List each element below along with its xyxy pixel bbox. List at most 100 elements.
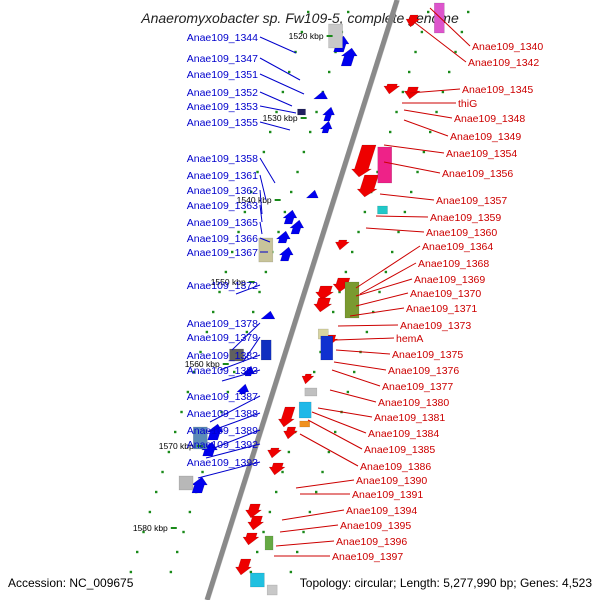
strand-tick [313, 370, 316, 374]
reverse-gene-arrow [277, 406, 296, 428]
reverse-gene-label: thiG [458, 98, 477, 110]
label-connector [383, 161, 441, 174]
forward-gene-label: Anae109_1389 [187, 425, 258, 437]
strand-tick [174, 430, 177, 434]
strand-tick [372, 310, 375, 314]
strand-tick [252, 310, 255, 314]
label-connector [259, 36, 297, 54]
forward-gene-arrow [305, 189, 319, 199]
reverse-gene-arrow [247, 515, 265, 531]
reverse-gene-labels: Anae109_1340 Anae109_1342 Anae109_1345 thiG… [274, 7, 543, 563]
reverse-gene-block [299, 420, 310, 428]
strand-tick [148, 510, 152, 514]
forward-gene-arrow [340, 47, 358, 67]
strand-tick [363, 210, 367, 214]
strand-tick [182, 530, 185, 534]
reverse-gene-label: Anae109_1369 [414, 274, 485, 286]
reverse-gene-label: Anae109_1395 [340, 520, 411, 532]
label-connector [335, 349, 391, 355]
forward-gene-arrow [321, 106, 335, 122]
strand-tick [277, 230, 280, 234]
reverse-gene-label: Anae109_1373 [400, 320, 471, 332]
strand-tick [281, 90, 285, 94]
strand-tick [193, 370, 196, 374]
reverse-gene-block [377, 205, 388, 215]
strand-tick [397, 230, 400, 234]
strand-tick [281, 470, 284, 474]
map-title: Anaeromyxobacter sp. Fw109-5, complete g… [140, 10, 459, 26]
strand-tick [384, 270, 388, 274]
strand-tick [315, 110, 318, 114]
forward-gene-arrow [278, 246, 294, 262]
strand-tick [300, 30, 304, 34]
label-connector [355, 278, 413, 297]
strand-tick [233, 370, 236, 374]
strand-tick [395, 110, 398, 114]
forward-gene-label: Anae109_1387 [187, 391, 258, 403]
label-connector [311, 411, 367, 434]
label-connector [375, 215, 429, 218]
strand-tick [129, 570, 133, 574]
forward-gene-label: Anae109_1372 [187, 280, 258, 292]
strand-tick [346, 390, 350, 394]
label-connector [219, 354, 261, 371]
strand-tick [136, 550, 139, 554]
label-connector [207, 412, 261, 433]
strand-tick [296, 550, 299, 554]
label-connector [379, 193, 435, 201]
kbp-label: 1570 kbp [159, 441, 194, 451]
label-connector [259, 189, 263, 215]
forward-gene-label: Anae109_1363 [187, 200, 258, 212]
strand-tick [376, 170, 379, 174]
label-connector [275, 540, 335, 547]
forward-gene-arrow [319, 120, 333, 134]
strand-tick [199, 350, 202, 354]
label-connector [259, 73, 305, 95]
strand-tick [307, 10, 310, 14]
forward-gene-label: Anae109_1358 [187, 153, 258, 165]
strand-tick [262, 150, 266, 154]
label-connector [242, 336, 261, 363]
label-connector [317, 407, 373, 418]
forward-gene-label: Anae109_1366 [187, 233, 258, 245]
reverse-gene-label: Anae109_1370 [410, 288, 481, 300]
reverse-gene-block [304, 387, 318, 397]
forward-gene-block [178, 475, 194, 491]
strand-tick [258, 290, 261, 294]
label-connector [281, 509, 345, 521]
strand-tick [262, 530, 265, 534]
forward-gene-label: Anae109_1392 [187, 439, 258, 451]
reverse-gene-label: Anae109_1396 [336, 536, 407, 548]
kbp-scale: 1520 kbp 1530 kbp 1540 kbp 1550 kbp 1560 kbp… [133, 31, 333, 533]
forward-gene-label: Anae109_1367 [187, 247, 258, 259]
forward-gene-labels: Anae109_1344 Anae109_1347 Anae109_1351 Anae… [187, 32, 305, 479]
reverse-gene-arrow [356, 174, 379, 198]
label-connector [329, 389, 377, 403]
forward-gene-arrow [260, 310, 276, 320]
strand-tick [226, 390, 230, 394]
strand-tick [256, 550, 259, 554]
reverse-gene-arrow [301, 373, 315, 385]
label-connector [409, 88, 461, 94]
label-connector [259, 174, 267, 201]
strand-tick [269, 130, 272, 134]
forward-gene-block [229, 348, 244, 362]
strand-tick [212, 310, 215, 314]
reverse-gene-label: Anae109_1381 [374, 412, 445, 424]
label-connector [333, 361, 387, 371]
reverse-gene-label: Anae109_1384 [368, 428, 439, 440]
label-connector [365, 227, 425, 233]
reverse-gene-block [434, 2, 445, 34]
reverse-gene-block [344, 281, 360, 319]
reverse-gene-label: Anae109_1390 [356, 475, 427, 487]
forward-gene-arrow [190, 476, 208, 494]
forward-gene-label: Anae109_1351 [187, 69, 258, 81]
label-connector [259, 105, 297, 114]
strand-tick [142, 530, 145, 534]
strand-tick [264, 270, 268, 274]
forward-gene-block [193, 426, 208, 450]
label-connector [403, 109, 453, 119]
strand-tick [403, 210, 407, 214]
strand-tick [186, 390, 190, 394]
